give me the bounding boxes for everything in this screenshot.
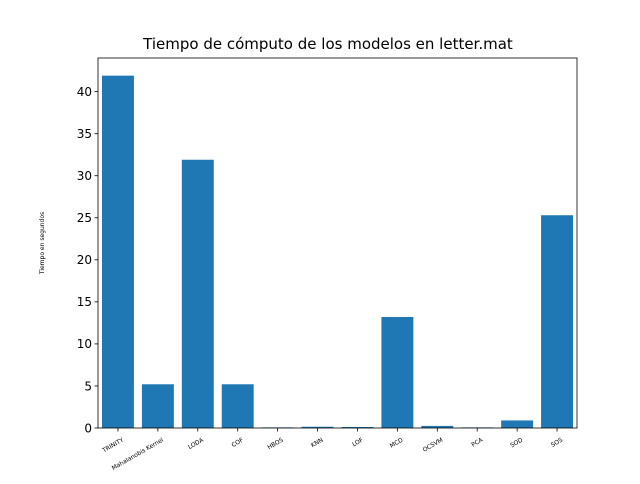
x-tick-label: TRINITY [100, 437, 125, 455]
bar [221, 384, 254, 428]
bar [141, 384, 174, 428]
x-tick-label: HBOS [266, 437, 284, 452]
y-tick-label: 5 [84, 379, 92, 393]
x-tick-label: OCSVM [422, 437, 445, 454]
bar [341, 426, 374, 428]
bar [381, 317, 414, 428]
bar [541, 215, 573, 428]
y-tick-label: 20 [77, 253, 92, 267]
bar [301, 426, 334, 428]
bar [181, 159, 214, 428]
y-tick-label: 40 [77, 85, 92, 99]
x-tick-label: MCD [389, 436, 405, 449]
x-tick-label: PCA [470, 436, 485, 448]
y-tick-label: 35 [77, 127, 92, 141]
bars-layer [101, 75, 573, 428]
x-tick-label: SOS [550, 437, 564, 449]
y-tick-label: 15 [77, 295, 92, 309]
x-tick-label: COF [230, 436, 245, 449]
y-axis-label: Tiempo en segundos [39, 212, 46, 275]
x-tick-label: LODA [187, 436, 206, 451]
plot-frame [97, 57, 578, 429]
y-tick-label: 10 [77, 337, 92, 351]
y-tick-label: 0 [84, 421, 92, 435]
x-tick-label: SOD [509, 436, 524, 449]
bar [101, 75, 134, 428]
bar [501, 420, 534, 428]
chart-title: Tiempo de cómputo de los modelos en lett… [142, 35, 513, 53]
bar [421, 425, 454, 428]
y-tick-label: 30 [77, 169, 92, 183]
x-tick-label: KNN [310, 437, 325, 450]
x-tick-label: LOF [351, 436, 365, 448]
y-tick-label: 25 [77, 211, 92, 225]
